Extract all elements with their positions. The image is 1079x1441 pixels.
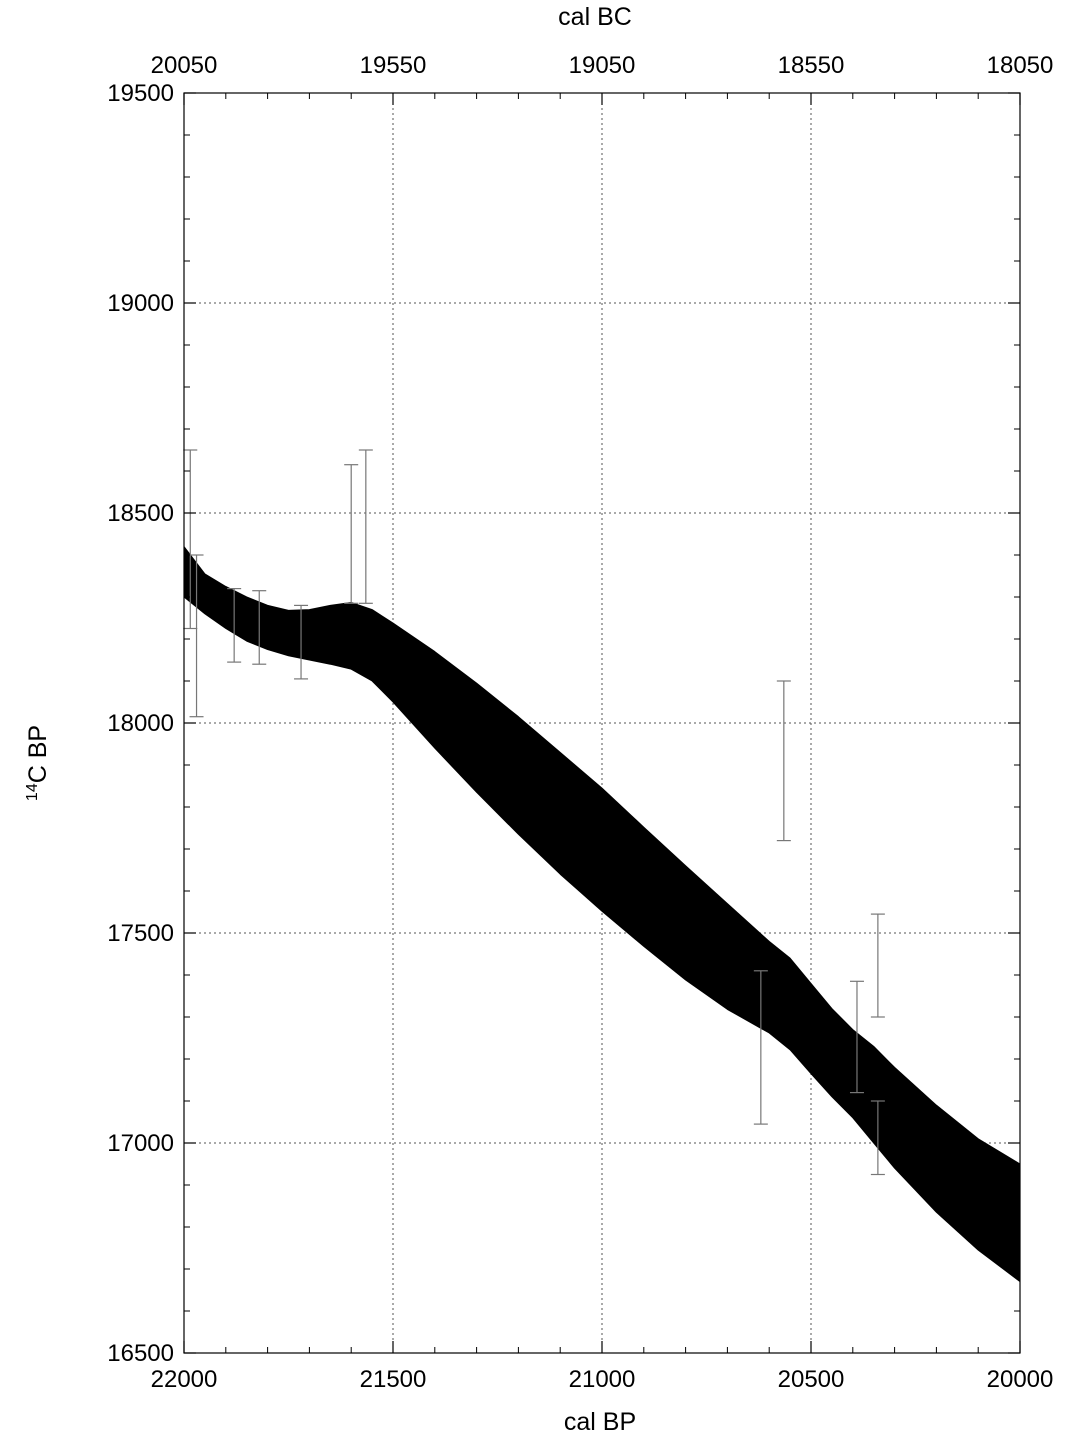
y-axis-title-main: C BP — [24, 725, 52, 783]
x-tick-label-top: 19050 — [569, 52, 636, 79]
y-axis-title-superscript: 14 — [24, 783, 41, 801]
x-tick-label-top: 18550 — [778, 52, 845, 79]
error-bar — [358, 449, 373, 604]
x-tick-label-bottom: 20000 — [987, 1366, 1054, 1393]
label-layer: 22000 20050 21500 19550 21000 19050 20500 18550… — [107, 52, 1053, 1393]
error-bar — [753, 970, 768, 1125]
error-bar — [776, 680, 791, 842]
error-bar — [344, 464, 359, 604]
errorbar-layer — [183, 449, 885, 1176]
error-bar — [183, 449, 198, 630]
x-tick-label-bottom: 22000 — [151, 1366, 218, 1393]
y-tick-label: 16500 — [107, 1340, 174, 1367]
x-axis-title-top: cal BC — [558, 3, 632, 31]
error-bar — [870, 913, 885, 1018]
error-bar — [849, 980, 864, 1094]
y-tick-label: 18500 — [107, 500, 174, 527]
error-bar — [294, 604, 309, 680]
y-tick-label: 19500 — [107, 80, 174, 107]
x-axis-title-bottom: cal BP — [564, 1408, 636, 1436]
error-bar — [227, 587, 242, 663]
x-tick-label-top: 20050 — [151, 52, 218, 79]
y-tick-label: 18000 — [107, 710, 174, 737]
tick-layer — [183, 92, 1021, 1354]
y-tick-label: 19000 — [107, 290, 174, 317]
x-tick-label-top: 19550 — [360, 52, 427, 79]
error-bar — [252, 590, 267, 665]
error-bar — [870, 1100, 885, 1176]
error-bar — [189, 554, 204, 718]
x-tick-label-bottom: 20500 — [778, 1366, 845, 1393]
x-tick-label-bottom: 21500 — [360, 1366, 427, 1393]
y-axis-title: 14C BP — [24, 725, 52, 801]
x-tick-label-bottom: 21000 — [569, 1366, 636, 1393]
y-tick-label: 17000 — [107, 1130, 174, 1157]
x-tick-label-top: 18050 — [987, 52, 1054, 79]
y-tick-label: 17500 — [107, 920, 174, 947]
